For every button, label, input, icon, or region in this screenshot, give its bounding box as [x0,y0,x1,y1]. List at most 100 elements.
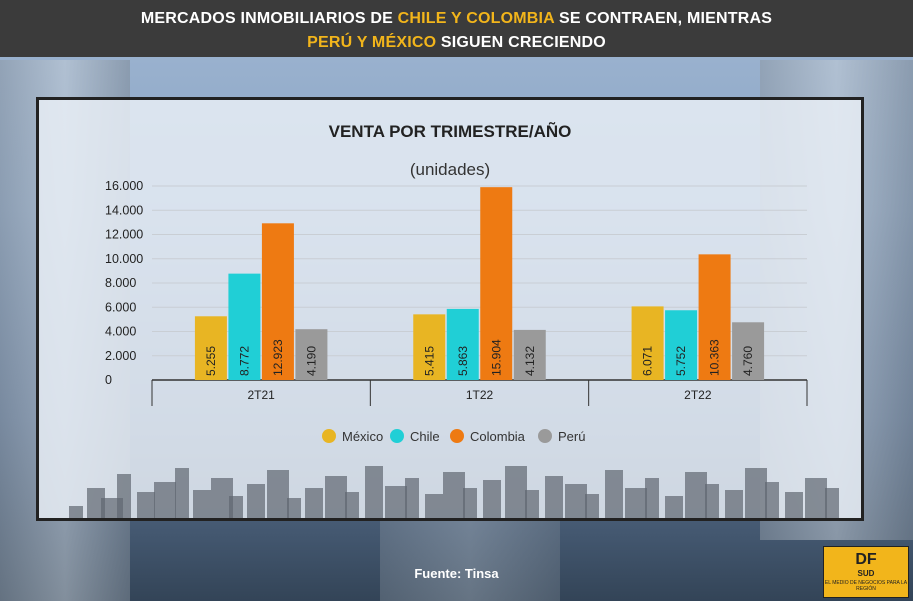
data-label: 10.363 [708,339,722,376]
building-center [380,520,560,601]
data-label: 5.863 [456,346,470,376]
y-tick-label: 4.000 [105,325,136,339]
data-label: 4.760 [741,346,755,376]
skyline-building [154,482,176,518]
headline-text: MERCADOS INMOBILIARIOS DE [140,10,398,27]
data-label: 5.255 [204,346,218,376]
skyline-building [229,496,243,518]
x-tick-label: 2T21 [247,388,275,402]
bar-chile [228,273,261,380]
x-tick-label: 1T22 [466,388,494,402]
skyline-building [211,478,233,518]
skyline-building [267,470,289,518]
skyline-building [785,492,803,518]
legend-label: Colombia [470,429,526,444]
skyline-building [287,498,301,518]
skyline-building [705,484,719,518]
data-label: 4.190 [304,346,318,376]
bar-perú [732,322,765,380]
y-tick-label: 10.000 [105,252,143,266]
skyline-building [247,484,265,518]
skyline-building [685,472,707,518]
skyline-building [725,490,743,518]
df-sud-logo: DF SUD EL MEDIO DE NEGOCIOS PARA LA REGI… [823,546,909,598]
skyline-building [505,466,527,518]
chart-title: VENTA POR TRIMESTRE/AÑO [328,122,572,141]
skyline-building [175,468,189,518]
skyline-building [463,488,477,518]
skyline-building [87,488,105,518]
skyline-building [825,488,839,518]
bar-méxico [194,316,227,380]
y-tick-label: 12.000 [105,228,143,242]
skyline-building [545,476,563,518]
skyline-building [645,478,659,518]
bar-colombia [698,254,731,380]
chart-panel: VENTA POR TRIMESTRE/AÑO (unidades) 0 2.00… [36,97,864,521]
data-label: 15.904 [489,339,503,376]
data-label: 5.415 [422,346,436,376]
data-label: 5.752 [674,346,688,376]
bar-colombia [480,187,513,380]
skyline-building [483,480,501,518]
data-label: 8.772 [237,346,251,376]
headline-text: SE CONTRAEN, MIENTRAS [554,10,773,27]
legend-marker [450,429,464,443]
y-tick-label: 8.000 [105,276,136,290]
skyline-building [665,496,683,518]
skyline-building [193,490,211,518]
headline-highlight: CHILE Y COLOMBIA [397,10,555,27]
skyline-building [345,492,359,518]
logo-sub: SUD [857,569,875,578]
bar-chile [446,308,479,380]
source-note: Fuente: Tinsa [414,566,499,581]
headline-line-2: PERÚ Y MÉXICO SIGUEN CRECIENDO [0,34,913,52]
skyline-building [745,468,767,518]
legend-marker [538,429,552,443]
bar-colombia [261,223,294,380]
logo-tagline: EL MEDIO DE NEGOCIOS PARA LA REGIÓN [824,580,908,592]
skyline-building [325,476,347,518]
bar-perú [513,329,546,380]
x-tick-label: 2T22 [684,388,712,402]
data-label: 6.071 [641,346,655,376]
bar-perú [295,329,328,380]
headline-highlight: PERÚ Y MÉXICO [307,34,437,51]
skyline-building [425,494,443,518]
y-tick-label: 0 [105,373,112,387]
skyline-building [137,492,155,518]
bar-chart: 0 2.000 4.000 6.000 8.000 10.000 12.000 14.000 1… [69,179,839,518]
y-tick-label: 2.000 [105,349,136,363]
skyline-building [585,494,599,518]
skyline-building [385,486,407,518]
skyline-building [765,482,779,518]
data-label: 4.132 [523,346,537,376]
skyline-building [117,474,131,518]
headline-text: SIGUEN CRECIENDO [436,34,606,51]
y-tick-label: 16.000 [105,179,143,193]
legend-label: México [342,429,383,444]
headline-line-1: MERCADOS INMOBILIARIOS DE CHILE Y COLOMB… [0,10,913,28]
skyline-building [405,478,419,518]
bar-chile [665,310,698,380]
skyline-building [525,490,539,518]
skyline-building [625,488,647,518]
legend-label: Perú [558,429,585,444]
logo-text: DF [855,551,877,568]
skyline-building [365,466,383,518]
skyline-building [305,488,323,518]
bar-méxico [631,306,664,380]
legend-label: Chile [410,429,440,444]
skyline-building [565,484,587,518]
skyline-building [605,470,623,518]
header-banner: MERCADOS INMOBILIARIOS DE CHILE Y COLOMB… [0,0,913,57]
bar-méxico [413,314,446,380]
y-tick-label: 6.000 [105,300,136,314]
legend-marker [322,429,336,443]
y-tick-label: 14.000 [105,203,143,217]
skyline-building [69,506,83,518]
chart-subtitle: (unidades) [409,160,491,179]
legend-marker [390,429,404,443]
skyline-building [805,478,827,518]
data-label: 12.923 [271,339,285,376]
